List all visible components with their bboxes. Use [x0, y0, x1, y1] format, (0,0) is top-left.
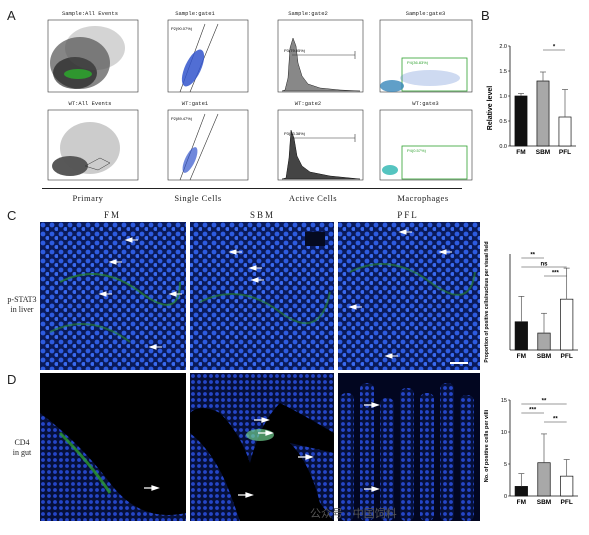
y-tick-label: 1.0	[499, 94, 507, 100]
bar-pfl	[560, 475, 574, 497]
gut-arrows	[144, 402, 380, 498]
category-macrophages: Macrophages	[397, 193, 449, 203]
chart-d: No. of positive cells per villi 0 5 10 15 FM…	[484, 398, 578, 506]
significance-label: **	[542, 399, 547, 405]
bar-pfl	[560, 298, 574, 351]
x-tick-label: FM	[516, 149, 525, 156]
y-tick-label: 0.5	[499, 119, 507, 125]
gut-fm	[40, 373, 186, 521]
significance-label: ns	[540, 262, 548, 268]
chart-c: Proportion of positive cells/nucleus per…	[484, 241, 578, 363]
liver-arrows	[98, 229, 452, 359]
gate-label-g1: P2(90.07%)	[171, 26, 193, 31]
bar-sbm	[536, 80, 550, 147]
gate-label-g3b: P4(0.57%)	[407, 148, 427, 153]
significance-label: *	[553, 45, 556, 51]
flow-title-4: Sample:gate3	[405, 10, 446, 17]
row-label-c: p-STAT3 in liver	[7, 295, 37, 315]
bar-fm	[514, 321, 528, 351]
flow-title-8: WT:gate3	[412, 100, 439, 107]
gate-label-g2b: P3(83.38%)	[284, 131, 306, 136]
row-label-d: CD4 in gut	[12, 438, 32, 458]
liver-fm	[40, 222, 186, 370]
significance-label: **	[553, 417, 558, 423]
col-head-pfl: PFL	[397, 210, 419, 220]
gut-pfl	[338, 373, 480, 521]
watermark-text: 公众号 · 中国饲料	[310, 508, 397, 520]
bar-fm	[514, 486, 528, 497]
x-tick-label: FM	[517, 353, 526, 360]
y-tick-label: 15	[501, 398, 507, 404]
col-head-sbm: SBM	[249, 210, 275, 220]
bar-pfl	[558, 116, 572, 147]
x-tick-label: PFL	[561, 353, 573, 360]
x-tick-label: SBM	[536, 149, 550, 156]
panel-label-d: D	[7, 372, 17, 387]
panel-label-b: B	[481, 8, 490, 23]
category-divider	[42, 188, 462, 189]
liver-micrographs	[40, 222, 480, 370]
chart-d-ylabel: No. of positive cells per villi	[484, 409, 490, 482]
flow-title-5: WT:All Events	[68, 100, 112, 107]
chart-c-ylabel: Proportion of positive cells/nucleus per…	[484, 241, 490, 362]
flow-title-6: WT:gate1	[181, 100, 209, 107]
y-tick-label: 1.5	[499, 69, 507, 75]
panel-label-c: C	[7, 208, 17, 223]
y-tick-label: 5	[504, 462, 507, 468]
x-tick-label: SBM	[537, 353, 551, 360]
category-primary: Primary	[72, 193, 104, 203]
y-tick-label: 0	[504, 494, 507, 500]
gut-micrographs	[40, 373, 480, 521]
x-tick-label: PFL	[561, 499, 573, 506]
flow-title-3: Sample:gate2	[288, 10, 328, 17]
x-tick-label: SBM	[537, 499, 551, 506]
y-tick-label: 0.0	[499, 144, 507, 150]
liver-pfl	[338, 222, 480, 370]
gut-sbm	[190, 373, 334, 521]
y-tick-label: 2.0	[499, 44, 507, 50]
gate-label-g1b: P2(89.47%)	[171, 116, 193, 121]
scale-bar-liver	[450, 362, 468, 364]
bar-fm	[514, 95, 528, 147]
category-active-cells: Active Cells	[288, 193, 338, 203]
y-tick-label: 10	[501, 430, 507, 436]
x-tick-label: PFL	[559, 149, 571, 156]
flow-title-7: WT:gate2	[294, 100, 322, 107]
bar-sbm	[537, 462, 551, 497]
chart-b: Relative level 0.0 0.5 1.0 1.5 2.0 FM SBM PFL *	[487, 44, 576, 156]
flow-row-top: P2(90.07%) P3(79.95%) P4(36.83%)	[47, 19, 473, 93]
significance-label: ***	[552, 271, 560, 277]
flow-title-2: Sample:gate1	[175, 10, 215, 17]
bar-sbm	[537, 332, 551, 351]
gate-label-g3: P4(36.83%)	[407, 60, 429, 65]
x-tick-label: FM	[517, 499, 526, 506]
flow-row-bottom: P2(89.47%) P3(83.38%) P4(0.57%)	[47, 109, 473, 181]
flow-title-1: Sample:All Events	[61, 10, 119, 17]
panel-label-a: A	[7, 8, 16, 23]
col-head-fm: FM	[103, 210, 121, 220]
category-single-cells: Single Cells	[174, 193, 222, 203]
scatter-cloud-1	[50, 26, 125, 89]
significance-label: ***	[529, 408, 537, 414]
significance-label: **	[530, 253, 535, 259]
chart-b-ylabel: Relative level	[487, 86, 494, 130]
gate-label-g2: P3(79.95%)	[284, 48, 306, 53]
liver-sbm	[190, 222, 334, 370]
